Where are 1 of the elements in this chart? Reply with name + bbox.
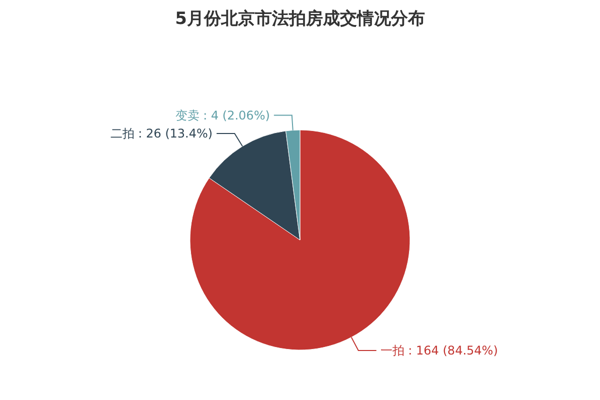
title: 5月份北京市法拍房成交情况分布	[175, 9, 425, 29]
